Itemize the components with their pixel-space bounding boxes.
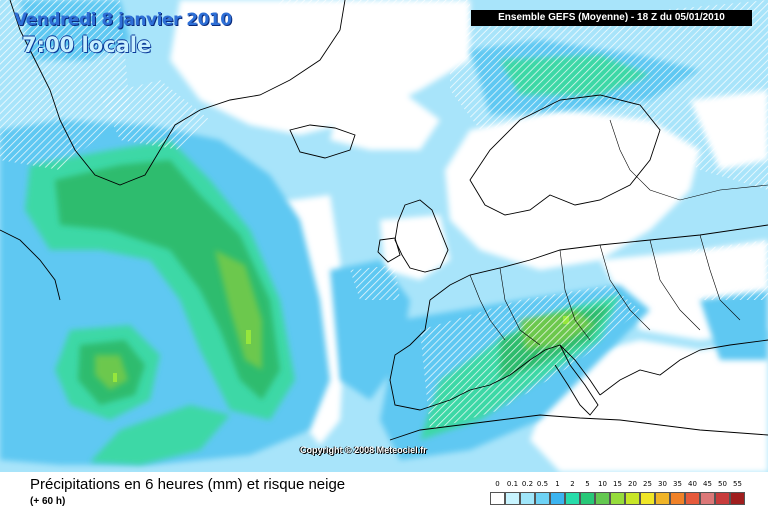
scale-label: 50 bbox=[718, 480, 727, 488]
scale-label: 55 bbox=[733, 480, 742, 488]
scale-label: 35 bbox=[673, 480, 682, 488]
scale-label: 10 bbox=[598, 480, 607, 488]
legend-title: Précipitations en 6 heures (mm) et risqu… bbox=[30, 476, 346, 493]
scale-label: 0.1 bbox=[506, 480, 519, 488]
scale-swatch bbox=[640, 492, 655, 505]
copyright-notice: Copyright © 2008 Meteociel.fr bbox=[300, 445, 427, 455]
scale-label: 0.5 bbox=[536, 480, 549, 488]
precipitation-map bbox=[0, 0, 768, 472]
color-scale: 0 0.1 0.2 0.5 1 2 5 10 15 20 25 30 35 40 45 50 55 bbox=[490, 480, 760, 510]
scale-swatch bbox=[715, 492, 730, 505]
scale-label: 40 bbox=[688, 480, 697, 488]
scale-swatch bbox=[730, 492, 745, 505]
scale-label: 0.2 bbox=[521, 480, 534, 488]
scale-swatch bbox=[580, 492, 595, 505]
legend-subtitle: (+ 60 h) bbox=[30, 496, 66, 507]
scale-label: 5 bbox=[585, 480, 590, 488]
scale-swatch bbox=[685, 492, 700, 505]
color-scale-labels: 0 0.1 0.2 0.5 1 2 5 10 15 20 25 30 35 40 45 50 55 bbox=[490, 480, 760, 490]
scale-label: 25 bbox=[643, 480, 652, 488]
scale-label: 20 bbox=[628, 480, 637, 488]
color-scale-swatches bbox=[490, 492, 745, 505]
legend-footer: Précipitations en 6 heures (mm) et risqu… bbox=[0, 472, 768, 512]
model-run-banner: Ensemble GEFS (Moyenne) - 18 Z du 05/01/… bbox=[471, 10, 752, 26]
scale-swatch bbox=[700, 492, 715, 505]
forecast-time: 7:00 locale bbox=[22, 33, 152, 57]
scale-swatch bbox=[655, 492, 670, 505]
scale-swatch bbox=[490, 492, 505, 505]
scale-label: 45 bbox=[703, 480, 712, 488]
scale-swatch bbox=[610, 492, 625, 505]
scale-swatch bbox=[550, 492, 565, 505]
scale-swatch bbox=[670, 492, 685, 505]
coastlines bbox=[0, 0, 768, 441]
scale-label: 30 bbox=[658, 480, 667, 488]
scale-swatch bbox=[505, 492, 520, 505]
scale-label: 2 bbox=[570, 480, 575, 488]
scale-swatch bbox=[625, 492, 640, 505]
scale-label: 15 bbox=[613, 480, 622, 488]
forecast-date: Vendredi 8 janvier 2010 bbox=[14, 10, 232, 30]
scale-swatch bbox=[595, 492, 610, 505]
scale-swatch bbox=[535, 492, 550, 505]
scale-swatch bbox=[565, 492, 580, 505]
scale-label: 0 bbox=[495, 480, 500, 488]
snow-risk-hatching bbox=[0, 0, 768, 430]
scale-label: 1 bbox=[555, 480, 560, 488]
scale-swatch bbox=[520, 492, 535, 505]
